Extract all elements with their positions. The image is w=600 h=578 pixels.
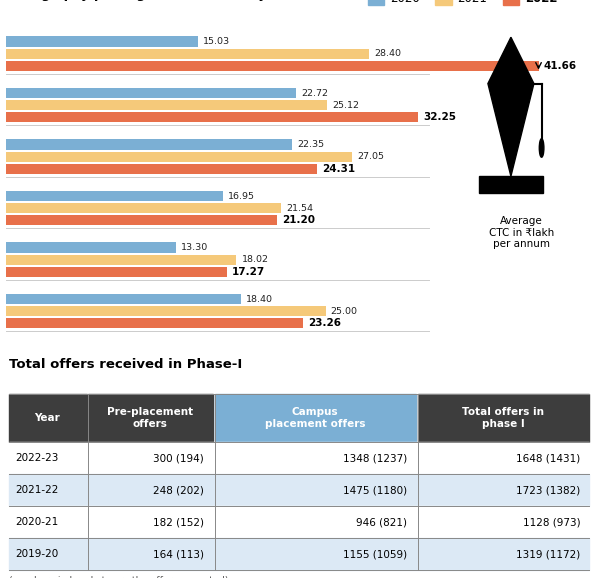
Text: 2022-23: 2022-23 [15, 453, 58, 463]
Text: 21.54: 21.54 [286, 203, 313, 213]
Text: Campus
placement offers: Campus placement offers [265, 407, 365, 429]
Bar [6, 318, 304, 328]
Bar [6, 151, 352, 162]
Text: 1155 (1059): 1155 (1059) [343, 549, 407, 559]
Bar [6, 61, 539, 71]
Text: Average pay package for last three years:: Average pay package for last three years… [0, 0, 303, 1]
Text: Average
CTC in ₹lakh
per annum: Average CTC in ₹lakh per annum [488, 216, 554, 249]
Bar [368, 0, 384, 5]
Text: 32.25: 32.25 [424, 112, 457, 123]
Bar [6, 294, 241, 304]
Text: 1475 (1180): 1475 (1180) [343, 485, 407, 495]
Bar [479, 176, 543, 192]
Bar [6, 164, 317, 174]
Bar [6, 306, 326, 316]
Text: 1723 (1382): 1723 (1382) [516, 485, 580, 495]
Text: 27.05: 27.05 [357, 152, 384, 161]
Bar [6, 242, 176, 253]
Text: Total offers received in Phase-I: Total offers received in Phase-I [9, 358, 242, 371]
Text: 2020-21: 2020-21 [15, 517, 58, 527]
Text: 1648 (1431): 1648 (1431) [516, 453, 580, 463]
Text: 28.40: 28.40 [374, 49, 401, 58]
Bar [6, 88, 296, 98]
Bar [6, 112, 418, 123]
Text: 300 (194): 300 (194) [154, 453, 204, 463]
Text: 18.02: 18.02 [241, 255, 268, 264]
Text: 248 (202): 248 (202) [153, 485, 204, 495]
Text: 2019-20: 2019-20 [15, 549, 58, 559]
Bar [503, 0, 520, 5]
Text: 17.27: 17.27 [232, 267, 265, 277]
Bar [6, 215, 277, 225]
Bar [6, 36, 198, 47]
Text: 1348 (1237): 1348 (1237) [343, 453, 407, 463]
Text: 22.72: 22.72 [302, 88, 329, 98]
Text: 2021-22: 2021-22 [15, 485, 58, 495]
Text: 2020: 2020 [390, 0, 420, 5]
Text: (numbers in brackets are the offers accepted): (numbers in brackets are the offers acce… [9, 576, 229, 578]
Text: 164 (113): 164 (113) [153, 549, 204, 559]
Bar [6, 266, 227, 277]
Text: 182 (152): 182 (152) [153, 517, 204, 527]
Text: 25.00: 25.00 [331, 307, 358, 316]
Text: 2022: 2022 [525, 0, 558, 5]
Bar [435, 0, 452, 5]
Text: 13.30: 13.30 [181, 243, 208, 252]
Polygon shape [488, 37, 534, 176]
Bar [6, 100, 327, 110]
Circle shape [539, 139, 544, 157]
Text: Total offers in
phase I: Total offers in phase I [462, 407, 544, 429]
Text: 23.26: 23.26 [308, 318, 341, 328]
Bar [6, 203, 281, 213]
Text: 41.66: 41.66 [544, 61, 577, 71]
Text: 1319 (1172): 1319 (1172) [516, 549, 580, 559]
Text: 24.31: 24.31 [322, 164, 355, 174]
Text: 18.40: 18.40 [247, 295, 274, 303]
Bar [6, 191, 223, 201]
Text: 21.20: 21.20 [282, 216, 315, 225]
Text: 16.95: 16.95 [228, 192, 255, 201]
Text: 25.12: 25.12 [332, 101, 359, 110]
Bar [6, 49, 369, 59]
Text: 1128 (973): 1128 (973) [523, 517, 580, 527]
Text: 2021: 2021 [458, 0, 487, 5]
Bar [6, 139, 292, 150]
Bar [6, 254, 236, 265]
Text: 15.03: 15.03 [203, 37, 230, 46]
Text: 946 (821): 946 (821) [356, 517, 407, 527]
Text: Year: Year [35, 413, 61, 423]
Text: 22.35: 22.35 [297, 140, 324, 149]
Text: Pre-placement
offers: Pre-placement offers [107, 407, 193, 429]
